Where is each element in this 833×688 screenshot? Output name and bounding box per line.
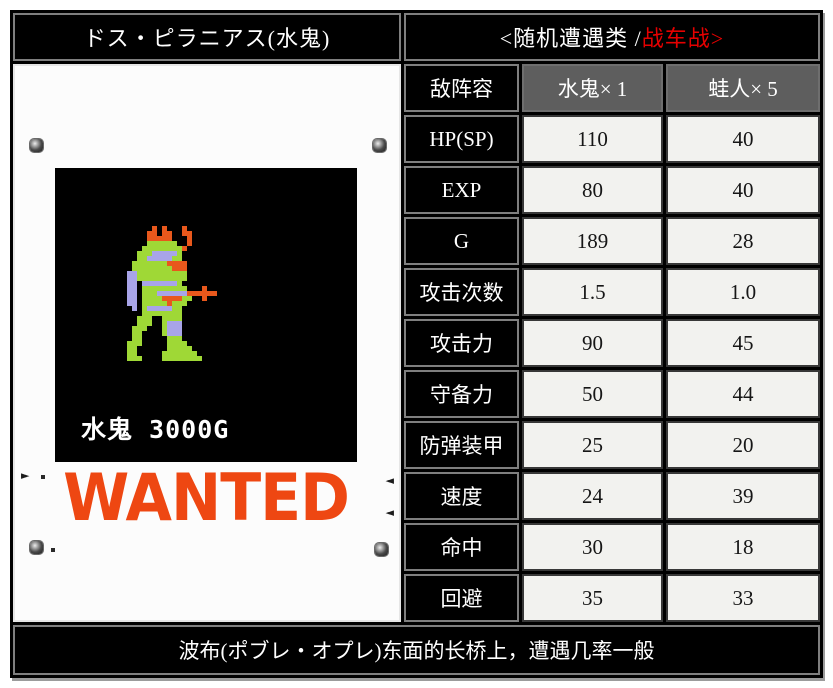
enemy-info-table: ドス・ピラニアス(水鬼) <随机遭遇类 / 战车战> ► ◄ ◄ 水鬼 3000… xyxy=(10,10,823,678)
wanted-poster: ► ◄ ◄ 水鬼 3000G WANTED xyxy=(13,64,401,622)
stat-value-cell: 33 xyxy=(666,574,820,622)
cursor-arrow-left-icon: ◄ xyxy=(385,474,394,487)
stat-value-cell: 28 xyxy=(666,217,820,265)
monster-sprite xyxy=(112,226,242,366)
enemy-name-text: ドス・ピラニアス(水鬼) xyxy=(83,26,331,51)
stat-label-cell: 攻击力 xyxy=(404,319,519,367)
location-note-text: 波布(ポブレ・オプレ)东面的长桥上，遭遇几率一般 xyxy=(178,639,655,663)
stat-label-cell: HP(SP) xyxy=(404,115,519,163)
cursor-arrow-right-icon: ► xyxy=(21,469,30,482)
stats-header-label: 敌阵容 xyxy=(404,64,519,112)
stat-value-cell: 40 xyxy=(666,166,820,214)
sprite-caption: 水鬼 3000G xyxy=(81,415,230,444)
cursor-arrow-left-icon: ◄ xyxy=(385,506,394,519)
enemy-name-title: ドス・ピラニアス(水鬼) xyxy=(13,13,401,61)
stats-header-enemy2: 蛙人× 5 xyxy=(666,64,820,112)
game-screenshot: 水鬼 3000G xyxy=(55,168,357,462)
stat-value-cell: 189 xyxy=(522,217,663,265)
stat-label-cell: 回避 xyxy=(404,574,519,622)
pixel-dot xyxy=(41,475,45,479)
stat-value-cell: 18 xyxy=(666,523,820,571)
stat-value-cell: 90 xyxy=(522,319,663,367)
stat-value-cell: 20 xyxy=(666,421,820,469)
stat-label-cell: EXP xyxy=(404,166,519,214)
screw-icon-bottom-right xyxy=(375,543,388,556)
stat-value-cell: 30 xyxy=(522,523,663,571)
screw-icon-top-left xyxy=(30,139,43,152)
stat-label-cell: 命中 xyxy=(404,523,519,571)
stat-label-cell: 攻击次数 xyxy=(404,268,519,316)
stat-value-cell: 24 xyxy=(522,472,663,520)
stat-value-cell: 44 xyxy=(666,370,820,418)
stat-label-cell: 守备力 xyxy=(404,370,519,418)
stat-value-cell: 1.0 xyxy=(666,268,820,316)
screw-icon-top-right xyxy=(373,139,386,152)
stat-value-cell: 80 xyxy=(522,166,663,214)
stat-value-cell: 25 xyxy=(522,421,663,469)
pixel-dot xyxy=(51,548,55,552)
stat-label-cell: 速度 xyxy=(404,472,519,520)
stat-value-cell: 1.5 xyxy=(522,268,663,316)
encounter-type-title: <随机遭遇类 / 战车战> xyxy=(404,13,820,61)
encounter-type-highlight: 战车战> xyxy=(641,26,725,51)
stat-label-cell: G xyxy=(404,217,519,265)
stat-value-cell: 40 xyxy=(666,115,820,163)
stats-header-enemy1: 水鬼× 1 xyxy=(522,64,663,112)
screw-icon-bottom-left xyxy=(30,541,43,554)
encounter-type-prefix: <随机遭遇类 / xyxy=(499,26,642,51)
wanted-headline: WANTED xyxy=(63,460,350,537)
stat-value-cell: 45 xyxy=(666,319,820,367)
stat-value-cell: 35 xyxy=(522,574,663,622)
stat-value-cell: 39 xyxy=(666,472,820,520)
stat-label-cell: 防弹装甲 xyxy=(404,421,519,469)
stat-value-cell: 110 xyxy=(522,115,663,163)
location-note: 波布(ポブレ・オプレ)东面的长桥上，遭遇几率一般 xyxy=(13,625,820,675)
stat-value-cell: 50 xyxy=(522,370,663,418)
